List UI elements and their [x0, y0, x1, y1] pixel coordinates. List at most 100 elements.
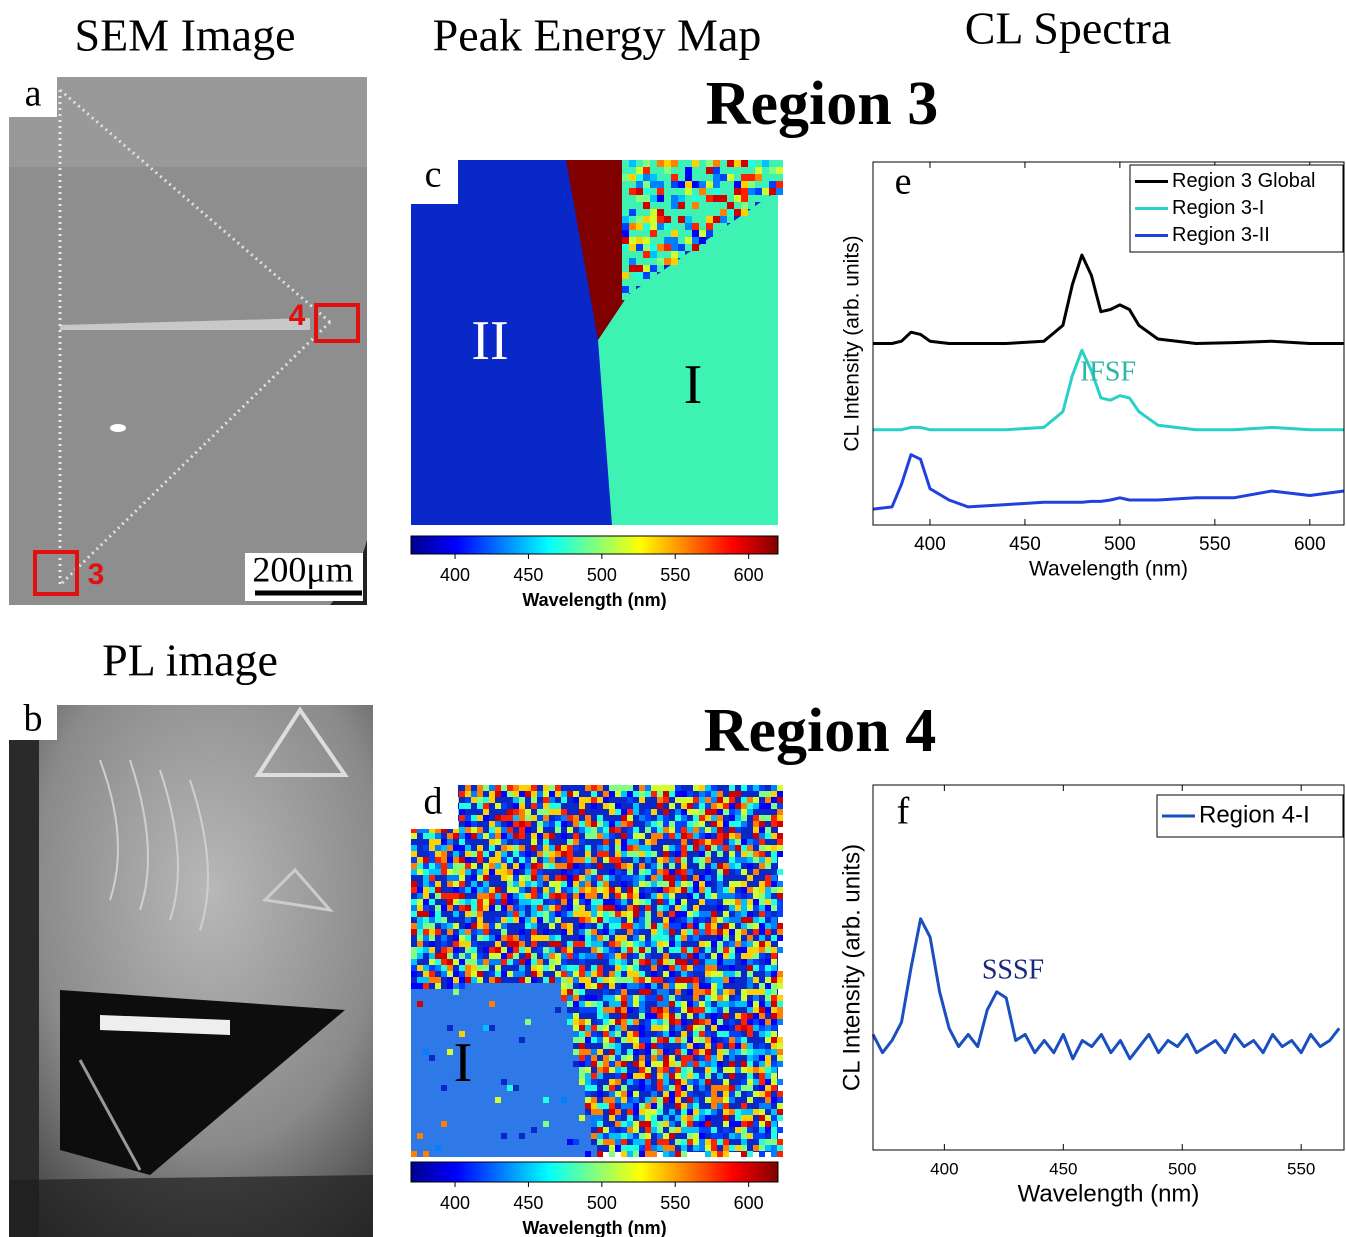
map-pixel	[657, 887, 663, 893]
map-pixel	[525, 785, 531, 791]
map-pixel	[489, 1127, 495, 1133]
map-pixel	[699, 851, 705, 857]
map-pixel	[675, 911, 681, 917]
map-pixel	[685, 244, 692, 251]
map-pixel	[543, 989, 549, 995]
map-pixel	[765, 1067, 771, 1073]
map-pixel	[622, 230, 629, 237]
map-pixel	[459, 1097, 465, 1103]
map-pixel	[651, 995, 657, 1001]
map-pixel	[759, 1127, 765, 1133]
map-pixel	[699, 1115, 705, 1121]
map-pixel	[765, 989, 771, 995]
map-pixel	[549, 1151, 555, 1157]
map-pixel	[735, 1031, 741, 1037]
map-pixel	[639, 935, 645, 941]
map-pixel	[711, 1061, 717, 1067]
map-pixel	[681, 1115, 687, 1121]
map-pixel	[495, 1103, 501, 1109]
map-pixel	[645, 1013, 651, 1019]
map-pixel	[591, 1097, 597, 1103]
map-pixel	[411, 1097, 417, 1103]
map-pixel	[543, 857, 549, 863]
map-pixel	[555, 1121, 561, 1127]
map-pixel	[636, 195, 643, 202]
map-pixel	[753, 1055, 759, 1061]
map-pixel	[567, 911, 573, 917]
colorbar	[411, 1162, 778, 1182]
map-pixel	[729, 941, 735, 947]
map-pixel	[573, 845, 579, 851]
map-pixel	[663, 887, 669, 893]
map-pixel	[627, 893, 633, 899]
map-pixel	[651, 1103, 657, 1109]
map-pixel	[729, 923, 735, 929]
map-pixel	[735, 911, 741, 917]
map-pixel	[465, 977, 471, 983]
map-pixel	[713, 223, 720, 230]
map-pixel	[459, 815, 465, 821]
map-pixel	[549, 1061, 555, 1067]
map-pixel	[669, 947, 675, 953]
map-pixel	[675, 881, 681, 887]
map-pixel	[693, 1031, 699, 1037]
map-pixel	[495, 791, 501, 797]
map-pixel	[729, 863, 735, 869]
map-pixel	[727, 188, 734, 195]
map-pixel	[741, 821, 747, 827]
map-pixel	[657, 1133, 663, 1139]
map-pixel	[567, 887, 573, 893]
map-pixel	[663, 899, 669, 905]
map-pixel	[471, 965, 477, 971]
map-pixel	[639, 1055, 645, 1061]
map-pixel	[447, 1091, 453, 1097]
map-pixel	[531, 1049, 537, 1055]
map-pixel	[513, 1127, 519, 1133]
map-pixel	[771, 977, 777, 983]
map-pixel	[669, 1055, 675, 1061]
map-pixel	[531, 1055, 537, 1061]
map-pixel	[675, 851, 681, 857]
map-pixel	[429, 1001, 435, 1007]
map-pixel	[483, 1103, 489, 1109]
map-pixel	[777, 905, 783, 911]
map-pixel	[495, 827, 501, 833]
map-pixel	[765, 1019, 771, 1025]
map-pixel	[567, 995, 573, 1001]
map-pixel	[645, 1067, 651, 1073]
x-tick-label: 600	[734, 1193, 764, 1213]
map-pixel	[681, 953, 687, 959]
map-pixel	[459, 1019, 465, 1025]
map-pixel	[741, 1103, 747, 1109]
map-pixel	[771, 1133, 777, 1139]
map-pixel	[753, 815, 759, 821]
map-pixel	[657, 1109, 663, 1115]
map-pixel	[669, 1067, 675, 1073]
map-pixel	[663, 1121, 669, 1127]
map-pixel	[501, 953, 507, 959]
map-pixel	[717, 935, 723, 941]
map-pixel	[609, 833, 615, 839]
map-pixel	[543, 953, 549, 959]
map-pixel	[531, 911, 537, 917]
page: SEM Image Peak Energy Map CL Spectra PL …	[0, 0, 1346, 1237]
map-pixel	[645, 989, 651, 995]
map-pixel	[615, 1067, 621, 1073]
map-pixel	[687, 1067, 693, 1073]
map-pixel	[483, 1091, 489, 1097]
map-pixel	[543, 983, 549, 989]
map-pixel	[681, 905, 687, 911]
map-pixel	[711, 1067, 717, 1073]
map-pixel	[603, 851, 609, 857]
map-pixel	[771, 1031, 777, 1037]
map-pixel	[729, 1109, 735, 1115]
map-pixel	[777, 1097, 783, 1103]
map-pixel	[609, 803, 615, 809]
map-pixel	[735, 833, 741, 839]
map-pixel	[777, 1061, 783, 1067]
map-pixel	[531, 941, 537, 947]
map-pixel	[519, 1001, 525, 1007]
map-pixel	[609, 1145, 615, 1151]
map-pixel	[411, 863, 417, 869]
map-pixel	[717, 1061, 723, 1067]
